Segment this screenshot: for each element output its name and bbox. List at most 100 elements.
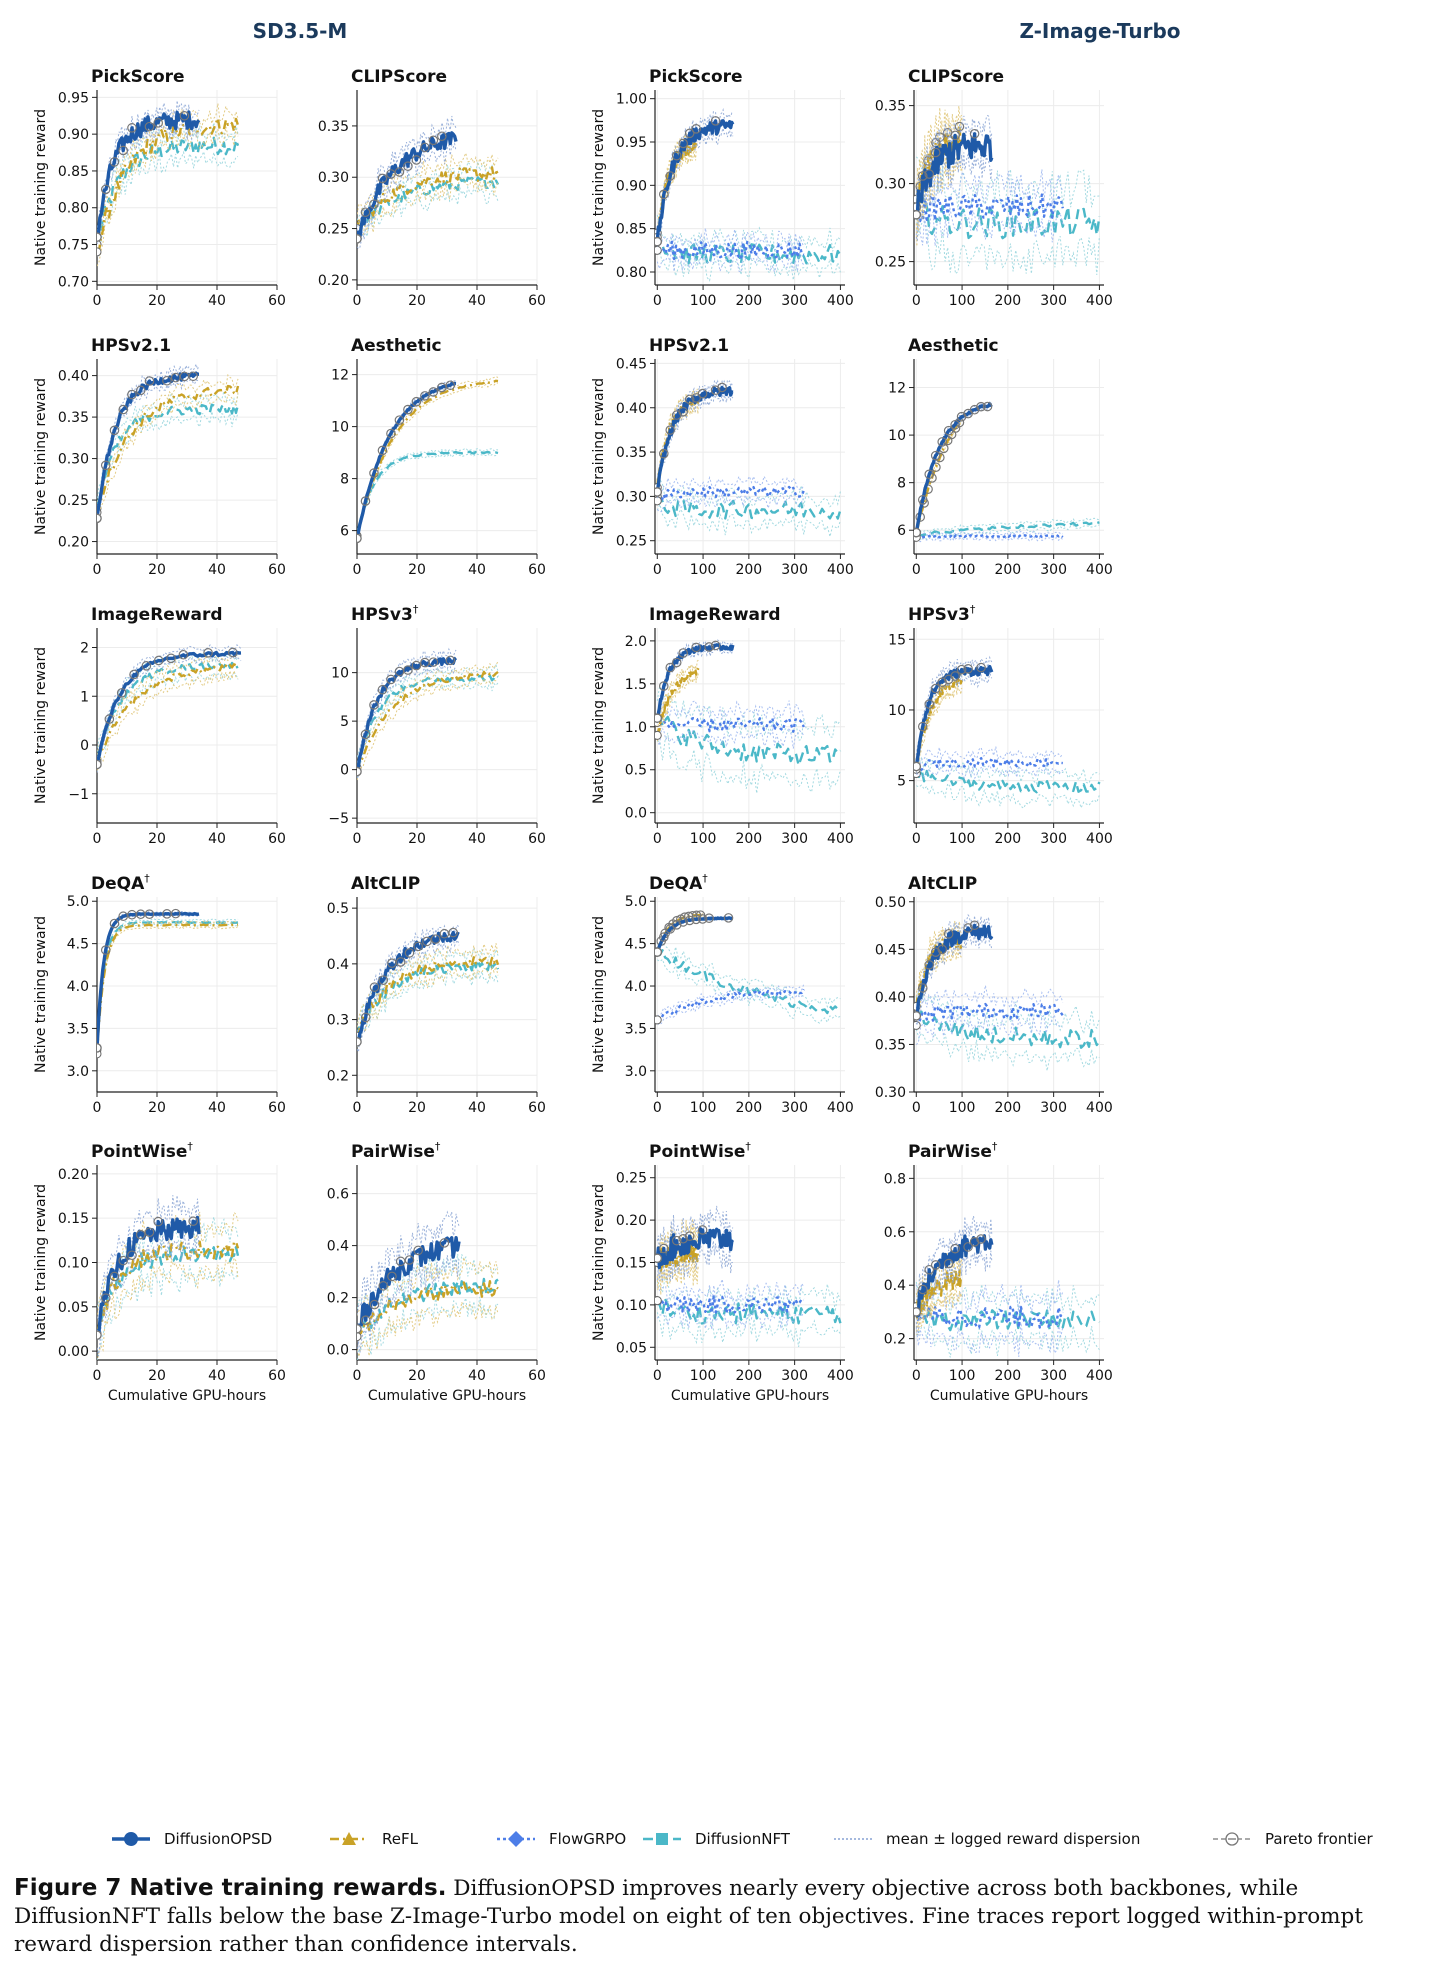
dispersion-trace	[357, 680, 499, 779]
x-tick-label: 200	[994, 831, 1021, 847]
y-tick-label: 4.5	[625, 937, 647, 953]
x-tick-label: 0	[912, 831, 921, 847]
dispersion-trace	[657, 659, 699, 731]
series-line-nft	[357, 958, 500, 1037]
dispersion-trace	[357, 942, 499, 1028]
pareto-marker	[188, 1216, 198, 1227]
y-axis-label: Native training reward	[33, 916, 49, 1073]
series-line-grpo	[656, 1295, 805, 1315]
series-line-nft	[656, 494, 842, 520]
x-tick-label: 400	[827, 293, 854, 309]
pareto-marker	[428, 387, 439, 397]
pareto-marker	[386, 674, 396, 685]
x-tick-label: 200	[994, 293, 1021, 309]
pareto-marker	[97, 1043, 102, 1053]
series-line-refl	[915, 677, 964, 767]
plot-area	[97, 644, 242, 773]
plot-area	[357, 647, 499, 781]
pareto-marker	[153, 1216, 163, 1227]
series-line-grpo	[657, 988, 805, 1022]
panel-title: PickScore	[649, 67, 743, 87]
dispersion-trace	[97, 925, 239, 1058]
y-axis-label: Native training reward	[591, 647, 607, 804]
series-line-nft	[915, 1010, 1101, 1049]
pareto-marker	[377, 684, 388, 695]
pareto-marker	[917, 171, 928, 181]
x-tick-label: 60	[268, 1368, 286, 1384]
pareto-marker	[678, 138, 688, 149]
pareto-marker	[924, 469, 935, 480]
x-tick-label: 400	[827, 562, 854, 578]
pareto-marker	[717, 382, 727, 393]
dispersion-trace	[657, 992, 805, 1026]
series-line-refl	[656, 667, 700, 736]
series-line-refl	[357, 956, 500, 1037]
series-line-grpo	[915, 1305, 1064, 1329]
y-tick-label: 6	[897, 523, 906, 539]
x-tick-label: 300	[1040, 1100, 1067, 1116]
caption-text: DiffusionOPSD improves nearly every obje…	[14, 1876, 1363, 1957]
panel-title: ImageReward	[649, 605, 781, 625]
dispersion-trace	[656, 107, 734, 232]
pareto-marker	[937, 437, 947, 447]
pareto-marker	[950, 130, 960, 141]
y-tick-label: 5.0	[625, 894, 647, 910]
x-tick-label: 60	[268, 293, 286, 309]
pareto-marker	[943, 425, 954, 436]
x-axis-label: Cumulative GPU-hours	[671, 1388, 829, 1404]
pareto-marker	[930, 683, 941, 694]
pareto-marker	[963, 923, 973, 933]
y-tick-label: 0.8	[884, 1171, 906, 1187]
panel: 0 20 40 60 0.70 0.75 0.80 0.85 0.90 0.95PickScore…	[33, 67, 286, 309]
pareto-marker	[691, 393, 701, 403]
pareto-marker	[976, 1234, 986, 1244]
series-start-marker	[914, 1020, 921, 1030]
pareto-marker	[684, 1231, 695, 1242]
pareto-marker	[420, 142, 430, 153]
dispersion-trace	[916, 756, 1100, 785]
panel-title: AltCLIP	[351, 874, 420, 894]
pareto-marker	[153, 118, 163, 128]
panel: 0 100 200 300 400 6 8 10 12 Aesthetic	[888, 336, 1113, 578]
pareto-marker	[917, 495, 928, 505]
series-line-nft	[357, 674, 499, 769]
y-tick-label: 0.95	[616, 135, 647, 151]
series-line-grpo	[916, 1002, 1064, 1027]
x-tick-label: 20	[148, 1100, 166, 1116]
series-line-nft	[657, 715, 842, 767]
pareto-marker	[127, 123, 137, 133]
dispersion-trace	[657, 732, 841, 794]
plot-area	[357, 1210, 499, 1360]
backbone-title: Z-Image-Turbo	[1019, 19, 1180, 43]
pareto-marker	[914, 527, 922, 538]
panel: 0 100 200 300 400 0.05 0.10 0.15 0.20 0.25PointWi…	[591, 1140, 854, 1404]
series-line-refl	[97, 1240, 240, 1334]
dispersion-trace	[915, 985, 1064, 1017]
y-tick-label: 5	[340, 714, 349, 730]
dispersion-trace	[656, 684, 841, 741]
y-tick-label: 5.0	[67, 894, 89, 910]
pareto-marker	[924, 960, 935, 970]
y-tick-label: 0.4	[327, 1239, 349, 1255]
dispersion-trace	[915, 746, 1064, 766]
dispersion-trace	[97, 1229, 200, 1357]
dispersion-trace	[915, 655, 993, 756]
dispersion-trace	[915, 1013, 1063, 1046]
pareto-marker	[956, 664, 967, 675]
dispersion-trace	[97, 1256, 239, 1360]
dispersion-trace	[657, 958, 841, 1024]
pareto-marker	[710, 385, 721, 395]
pareto-marker	[914, 210, 922, 220]
y-axis-label: Native training reward	[33, 647, 49, 804]
x-tick-label: 40	[208, 562, 226, 578]
pareto-marker	[963, 1242, 973, 1252]
pareto-marker	[100, 945, 111, 955]
dispersion-trace	[357, 382, 499, 540]
x-tick-label: 60	[528, 293, 546, 309]
pareto-marker	[930, 147, 941, 158]
series-line-opsd	[914, 402, 993, 533]
dispersion-trace	[915, 985, 1100, 1036]
